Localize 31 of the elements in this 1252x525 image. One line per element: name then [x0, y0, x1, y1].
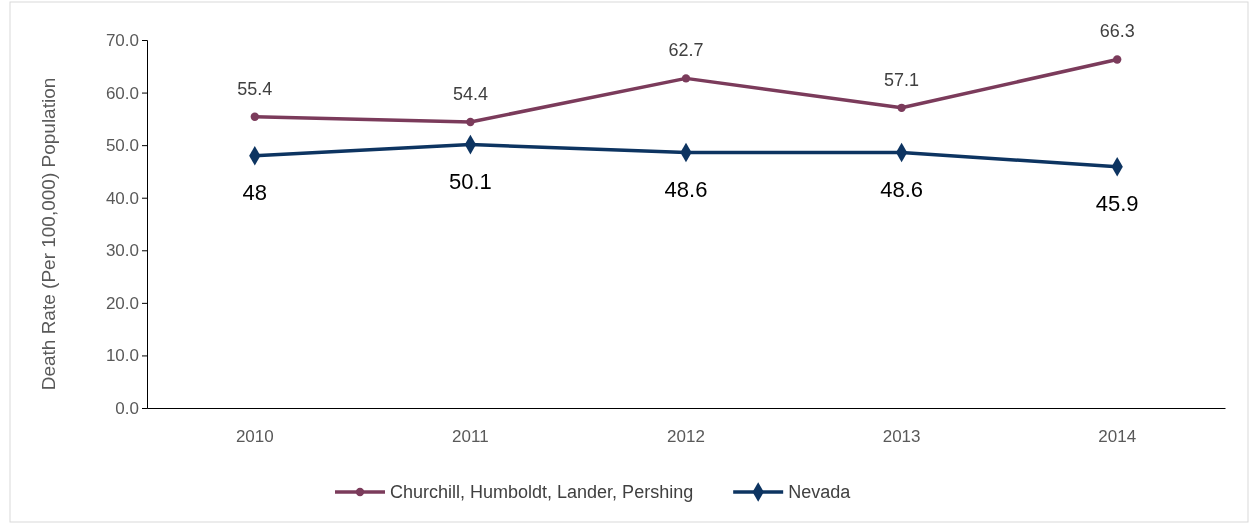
y-tick-label: 40.0	[105, 188, 139, 208]
data-label: 54.4	[452, 84, 488, 105]
data-label: 50.1	[448, 168, 492, 194]
y-tick-label: 50.0	[105, 136, 139, 156]
y-tick-label: 60.0	[105, 83, 139, 103]
data-label: 66.3	[1099, 21, 1135, 42]
point	[1113, 55, 1122, 64]
x-tick-label: 2012	[667, 427, 705, 447]
data-label: 55.4	[237, 78, 273, 99]
x-tick-label: 2013	[882, 427, 921, 447]
data-label: 48	[242, 179, 268, 205]
data-label: 45.9	[1095, 190, 1139, 216]
data-label: 48.6	[880, 176, 924, 202]
y-tick-label: 20.0	[105, 293, 139, 313]
point	[250, 112, 259, 121]
point	[681, 74, 691, 83]
y-axis-title: Death Rate (Per 100,000) Population	[38, 77, 59, 391]
data-label: 57.1	[884, 69, 920, 90]
x-tick-label: 2011	[452, 427, 489, 447]
y-tick-label: 30.0	[105, 241, 139, 261]
point	[897, 103, 906, 112]
legend-label: Nevada	[788, 482, 852, 502]
x-tick-label: 2010	[235, 427, 274, 447]
data-label: 48.6	[664, 176, 708, 202]
y-tick-label: 70.0	[105, 30, 139, 50]
point	[466, 117, 475, 127]
y-tick-label: 0.0	[115, 398, 139, 418]
y-tick-label: 10.0	[105, 346, 139, 366]
legend-label: Churchill, Humboldt, Lander, Pershing	[390, 482, 694, 502]
x-tick-label: 2014	[1098, 427, 1137, 447]
data-label: 62.7	[668, 40, 704, 61]
